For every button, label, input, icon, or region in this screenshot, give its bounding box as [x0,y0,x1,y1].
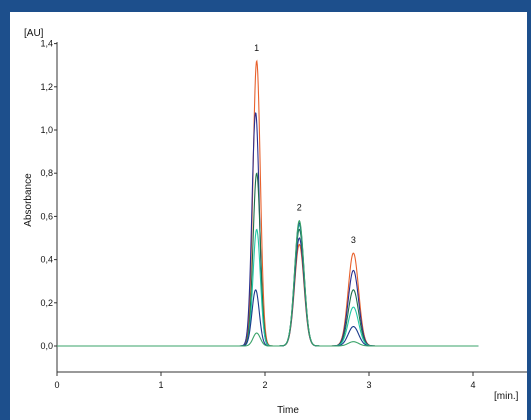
y-tick-label: 1,2 [40,82,53,92]
x-axis-title: Time [277,405,299,416]
peak-label: 1 [254,43,259,53]
series-line [57,219,479,347]
series-line [57,112,479,347]
labels-group: 0,0 0,2 0,4 0,6 0,8 1,0 1,2 1,4 0 1 2 3 4 [AU] [min.] T… [23,28,519,416]
axes-group [54,42,527,376]
y-tick-label: 1,4 [40,39,53,49]
x-tick-label: 0 [54,380,59,390]
y-tick-label: 0,2 [40,298,53,308]
series-line [57,222,479,347]
x-tick-label: 3 [366,380,371,390]
series-line [57,59,479,347]
x-unit-label: [min.] [494,391,519,402]
x-tick-label: 1 [158,380,163,390]
y-tick-label: 1,0 [40,125,53,135]
series-line [57,172,479,347]
y-tick-label: 0,0 [40,341,53,351]
y-tick-label: 0,8 [40,168,53,178]
series-line [57,224,479,347]
y-axis-title: Absorbance [23,173,34,227]
peak-label: 2 [297,203,302,213]
peak-label: 3 [351,235,356,245]
x-tick-label: 4 [470,380,475,390]
series-group [57,59,479,347]
y-unit-label: [AU] [24,28,44,39]
chart-panel [10,12,527,420]
y-tick-label: 0,4 [40,255,53,265]
x-tick-label: 2 [262,380,267,390]
y-tick-label: 0,6 [40,211,53,221]
